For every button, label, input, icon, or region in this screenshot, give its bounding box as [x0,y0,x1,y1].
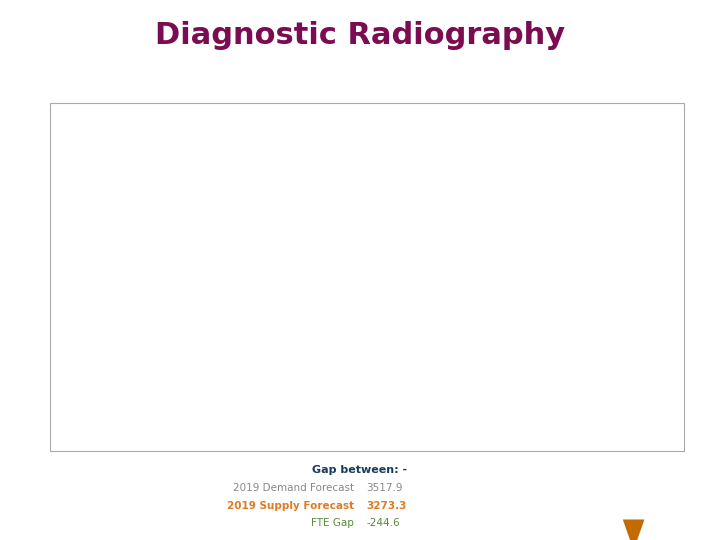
Text: 3131.3: 3131.3 [171,193,199,202]
Text: 2019 Supply Forecast: 2019 Supply Forecast [227,501,354,511]
Text: 3354.9: 3354.9 [362,151,391,160]
Text: 3273.3: 3273.3 [426,183,455,192]
Text: 3259.8: 3259.8 [362,184,391,193]
Text: 3207.5: 3207.5 [298,188,328,197]
Text: 3097.7: 3097.7 [107,195,136,205]
Text: 3317.9: 3317.9 [554,180,583,189]
Text: 3339.7: 3339.7 [618,178,647,187]
Polygon shape [623,519,644,540]
Text: 3517.9: 3517.9 [366,483,402,493]
Text: -244.6: -244.6 [366,518,400,528]
Text: 2019 Demand Forecast: 2019 Demand Forecast [233,483,354,493]
Text: 3517.9: 3517.9 [426,139,455,148]
Text: 3273.3: 3273.3 [366,501,407,511]
Text: FTE Gap: FTE Gap [311,518,354,528]
Text: 3155.5: 3155.5 [235,192,264,200]
Text: 3287.3: 3287.3 [490,182,519,191]
Text: 3259.8: 3259.8 [362,184,391,193]
Title: Diagnostic Radiography - South Region (FTE): Diagnostic Radiography - South Region (F… [255,105,505,115]
Text: Diagnostic Radiography: Diagnostic Radiography [155,21,565,50]
Text: Gap between: -: Gap between: - [312,465,408,475]
Legend: Staff in Post (SIP), Supply Forecast, Demand Forecast: Staff in Post (SIP), Supply Forecast, De… [197,435,563,453]
